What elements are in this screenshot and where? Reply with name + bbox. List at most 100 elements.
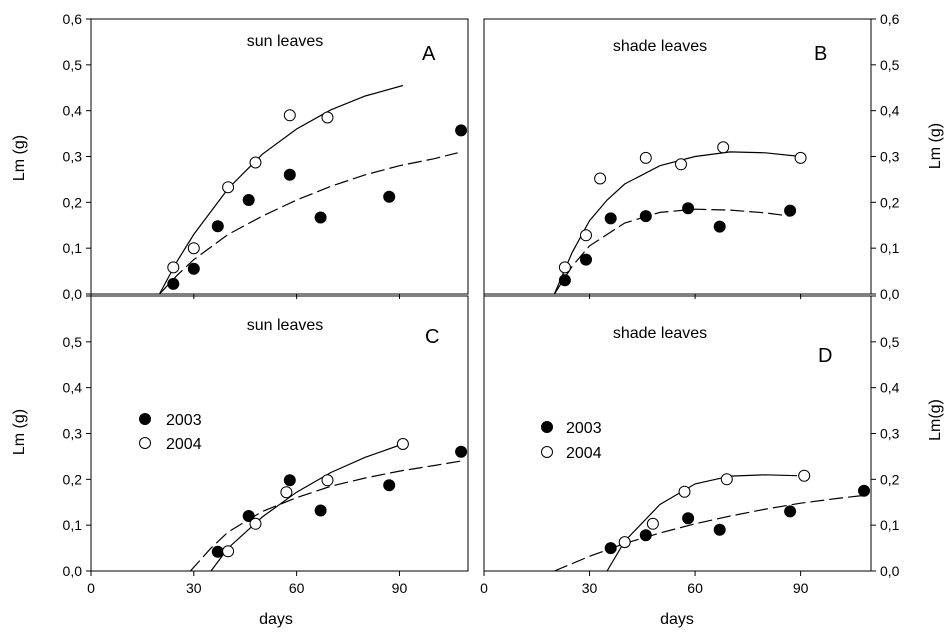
data-point-2004	[594, 172, 607, 185]
y-tick-label: 0,0	[63, 286, 83, 302]
legend-label-2004: 2004	[166, 436, 202, 453]
y-axis-title-c: Lm (g)	[11, 409, 28, 455]
data-point-2004	[558, 261, 571, 274]
data-point-2004	[249, 156, 262, 169]
y-tick-label: 0,0	[63, 563, 83, 579]
x-axis: 0 30 60 90	[87, 571, 407, 596]
data-points	[211, 438, 468, 558]
y-tick-label: 0,2	[63, 194, 83, 210]
y-tick-label: 0,2	[880, 194, 900, 210]
y-axis: 0,0 0,1 0,2 0,3 0,4 0,5	[871, 295, 900, 579]
plot-frame	[90, 18, 469, 295]
x-tick-label: 0	[480, 580, 488, 596]
panel-letter: C	[425, 326, 439, 348]
legend-marker-2003	[541, 421, 553, 433]
fit-curve-2003	[554, 494, 865, 572]
legend-marker-2004	[541, 446, 553, 458]
data-point-2004	[167, 261, 180, 274]
y-tick-label: 0,1	[880, 240, 900, 256]
data-point-2004	[675, 158, 687, 171]
data-point-2003	[383, 190, 396, 203]
data-point-2003	[187, 262, 200, 275]
data-point-2003	[784, 204, 797, 217]
data-point-2003	[167, 277, 180, 290]
panel-title: shade leaves	[613, 325, 707, 342]
data-point-2003	[455, 124, 468, 137]
panel-title: sun leaves	[247, 317, 324, 334]
y-tick-label: 0,0	[880, 286, 900, 302]
data-point-2003	[283, 168, 296, 181]
data-point-2003	[784, 505, 797, 518]
data-point-2003	[383, 479, 396, 492]
legend-label-2003: 2003	[166, 412, 202, 429]
data-point-2004	[283, 109, 296, 122]
fit-curves	[553, 151, 801, 295]
y-tick-label: 0,0	[880, 563, 900, 579]
y-tick-label: 0,3	[63, 149, 83, 165]
data-point-2004	[618, 536, 631, 549]
data-point-2003	[682, 512, 695, 525]
y-tick-label: 0,4	[880, 380, 900, 396]
x-tick-label: 90	[793, 580, 809, 596]
y-tick-label: 0,1	[880, 517, 900, 533]
y-tick-label: 0,1	[63, 517, 83, 533]
data-point-2004	[222, 181, 235, 194]
panel-a: sun leaves A 0,0 0,1 0,2 0,3 0,4 0,5 0,6	[63, 11, 469, 302]
plot-frame	[90, 295, 469, 572]
y-axis-title-d: Lm(g)	[927, 399, 944, 441]
panel-b: shade leaves B 0,0 0,1 0,2 0,3 0,4 0,5 0,6	[483, 11, 900, 302]
data-point-2004	[396, 438, 409, 450]
y-axis: 0,0 0,1 0,2 0,3 0,4 0,5 0,6	[871, 11, 900, 302]
fit-curve-2004	[553, 151, 801, 295]
data-point-2004	[222, 545, 235, 558]
data-point-2003	[283, 474, 296, 487]
x-tick-label: 30	[582, 580, 598, 596]
fit-curve-2004	[606, 474, 798, 572]
y-tick-label: 0,5	[880, 334, 900, 350]
legend: 2003 2004	[541, 420, 602, 462]
x-axis-title: days	[259, 611, 293, 628]
data-point-2003	[858, 484, 870, 497]
data-point-2004	[280, 486, 293, 499]
x-tick-label: 0	[87, 580, 95, 596]
fit-curve-2004	[210, 443, 404, 572]
fit-curve-2004	[158, 84, 404, 295]
legend-marker-2003	[139, 413, 151, 425]
x-tick-label: 90	[392, 580, 408, 596]
y-tick-label: 0,3	[63, 426, 83, 442]
y-tick-label: 0,5	[880, 57, 900, 73]
data-point-2003	[682, 202, 695, 215]
data-point-2004	[187, 242, 200, 255]
data-point-2003	[713, 523, 726, 536]
data-point-2004	[720, 473, 733, 486]
panel-d: shade leaves D 0,0 0,1 0,2 0,3 0,4 0,5 0 30 60 9…	[480, 295, 900, 628]
data-point-2004	[580, 229, 592, 242]
data-point-2003	[604, 212, 617, 225]
x-axis: 0 30 60 90	[480, 571, 809, 596]
x-axis-title: days	[660, 611, 694, 628]
panel-letter: B	[814, 43, 827, 65]
x-tick-label: 30	[186, 580, 202, 596]
data-point-2003	[639, 210, 652, 223]
panel-letter: D	[818, 345, 832, 367]
legend-marker-2004	[139, 437, 151, 449]
data-point-2003	[211, 545, 224, 558]
data-point-2004	[321, 111, 334, 124]
y-tick-label: 0,5	[63, 57, 83, 73]
x-tick-label: 60	[687, 580, 703, 596]
data-point-2003	[314, 211, 327, 224]
y-tick-label: 0,2	[63, 471, 83, 487]
y-tick-label: 0,4	[63, 103, 83, 119]
fit-curves	[554, 474, 865, 572]
fit-curve-2003	[189, 460, 462, 572]
data-point-2003	[639, 529, 652, 542]
data-point-2004	[249, 517, 262, 530]
panel-c: sun leaves C 0,00,10,20,30,40,5 0 30 60 90 …	[63, 295, 469, 628]
data-point-2003	[242, 194, 255, 206]
y-tick-label: 0,3	[880, 149, 900, 165]
data-point-2004	[678, 485, 691, 498]
fit-curves	[158, 84, 458, 295]
data-point-2004	[717, 141, 730, 154]
panel-title: shade leaves	[613, 38, 707, 55]
y-axis-title-a: Lm (g)	[11, 135, 28, 181]
